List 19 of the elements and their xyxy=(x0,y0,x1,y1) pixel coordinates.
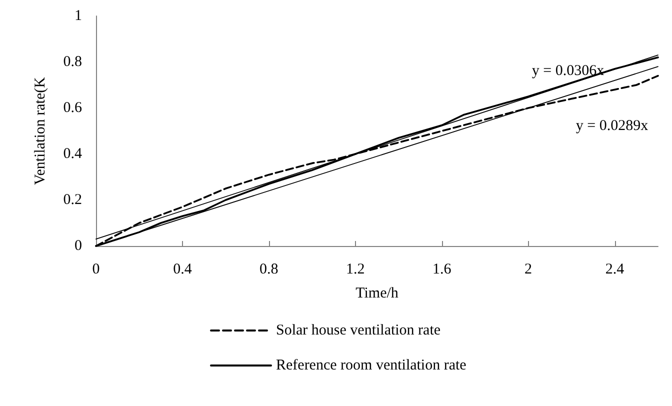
y-tick-label: 1 xyxy=(74,8,82,24)
y-tick-label: 0.4 xyxy=(63,146,82,162)
legend-label: Solar house ventilation rate xyxy=(276,322,441,338)
x-axis-title: Time/h xyxy=(356,286,399,302)
x-tick-label: 0 xyxy=(92,262,100,278)
x-tick-label: 1.2 xyxy=(346,262,365,278)
x-tick-label: 2.4 xyxy=(605,262,625,278)
x-tick-label: 0.4 xyxy=(173,262,192,278)
annotation: y = 0.0289x xyxy=(576,118,649,134)
x-tick-label: 2 xyxy=(524,262,532,278)
legend-label: Reference room ventilation rate xyxy=(276,358,467,374)
y-tick-label: 0 xyxy=(74,238,82,254)
x-tick-label: 0.8 xyxy=(260,262,278,278)
y-axis-title: Ventilation rate(K xyxy=(32,76,48,185)
y-tick-label: 0.6 xyxy=(63,100,82,116)
y-tick-label: 0.2 xyxy=(63,192,82,208)
x-tick-label: 1.6 xyxy=(432,262,452,278)
y-tick-label: 0.8 xyxy=(63,54,82,70)
annotation: y = 0.0306x xyxy=(532,63,605,79)
